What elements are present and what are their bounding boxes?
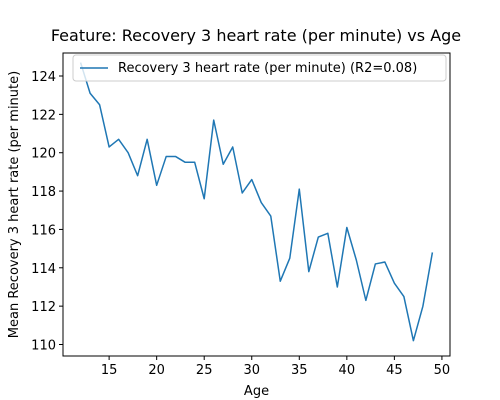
x-tick-label: 40 [339,363,356,378]
y-tick-label: 124 [31,70,56,85]
y-tick-label: 114 [31,262,56,277]
legend: Recovery 3 heart rate (per minute) (R2=0… [72,54,447,82]
plot-frame [62,52,451,357]
x-tick-label: 20 [148,363,165,378]
y-tick-label: 112 [31,300,56,315]
x-axis-title: Age [244,384,269,399]
y-axis-title: Mean Recovery 3 heart rate (per minute) [7,71,22,338]
chart-title: Feature: Recovery 3 heart rate (per minu… [51,26,461,45]
legend-label: Recovery 3 heart rate (per minute) (R2=0… [118,61,417,76]
x-tick-label: 50 [434,363,451,378]
legend-box [72,54,447,82]
y-tick-label: 116 [31,223,56,238]
x-tick-label: 25 [196,363,213,378]
x-tick-label: 30 [243,363,260,378]
plot-area [62,52,451,357]
x-tick-label: 45 [386,363,403,378]
y-tick-label: 118 [31,185,56,200]
x-tick-label: 15 [101,363,118,378]
x-tick-label: 35 [291,363,308,378]
y-tick-label: 122 [31,108,56,123]
x-axis: 15 20 25 30 35 40 45 50 [101,356,450,378]
y-axis: 110 112 114 116 118 120 122 124 [31,70,63,353]
y-tick-label: 120 [31,147,56,162]
series-layer [79,62,434,342]
y-tick-label: 110 [31,338,56,353]
series-line [79,62,434,342]
